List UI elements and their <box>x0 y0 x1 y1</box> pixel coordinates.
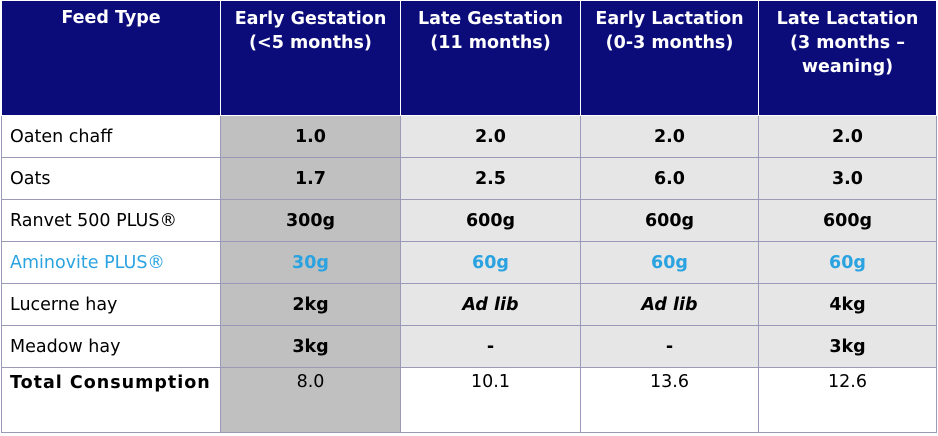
header-cell: Feed Type <box>1 0 221 116</box>
table-row: Lucerne hay 2kg Ad lib Ad lib 4kg <box>1 283 937 326</box>
row-label: Ranvet 500 PLUS® <box>1 199 221 242</box>
table-row: Oaten chaff 1.0 2.0 2.0 2.0 <box>1 115 937 158</box>
table-cell: 6.0 <box>580 157 759 200</box>
table-cell: 60g <box>400 241 581 284</box>
row-label: Aminovite PLUS® <box>1 241 221 284</box>
table-cell: Ad lib <box>580 283 759 326</box>
row-label: Total Consumption <box>1 367 221 433</box>
table-cell: 4kg <box>758 283 937 326</box>
table-cell: - <box>400 325 581 368</box>
table-cell: 1.0 <box>220 115 401 158</box>
table-row: Ranvet 500 PLUS® 300g 600g 600g 600g <box>1 199 937 242</box>
table-cell: 12.6 <box>758 367 937 433</box>
table-cell: 600g <box>758 199 937 242</box>
table-cell: 2.5 <box>400 157 581 200</box>
table-cell: 1.7 <box>220 157 401 200</box>
table-cell: 2.0 <box>758 115 937 158</box>
table-cell: 3.0 <box>758 157 937 200</box>
header-row: Feed Type Early Gestation (<5 months) Late… <box>1 0 937 116</box>
table-cell: 2kg <box>220 283 401 326</box>
table-cell: 2.0 <box>580 115 759 158</box>
header-cell: Late Gestation (11 months) <box>400 0 581 116</box>
table-cell: 60g <box>580 241 759 284</box>
row-label: Lucerne hay <box>1 283 221 326</box>
header-cell: Early Gestation (<5 months) <box>220 0 401 116</box>
table-cell: 30g <box>220 241 401 284</box>
table-cell: 600g <box>400 199 581 242</box>
row-label: Oats <box>1 157 221 200</box>
table-cell: 3kg <box>220 325 401 368</box>
row-label: Meadow hay <box>1 325 221 368</box>
table-cell: 2.0 <box>400 115 581 158</box>
table-cell: 10.1 <box>400 367 581 433</box>
header-cell: Early Lactation (0-3 months) <box>580 0 759 116</box>
table-cell: 300g <box>220 199 401 242</box>
table-row: Total Consumption 8.0 10.1 13.6 12.6 <box>1 367 937 433</box>
table-row: Meadow hay 3kg - -3kg <box>1 325 937 368</box>
table-cell: 60g <box>758 241 937 284</box>
row-label: Oaten chaff <box>1 115 221 158</box>
table-cell: 13.6 <box>580 367 759 433</box>
table-cell: 8.0 <box>220 367 401 433</box>
table-row: Aminovite PLUS® 30g 60g 60g 60g <box>1 241 937 284</box>
header-cell: Late Lactation (3 months – weaning) <box>758 0 937 116</box>
table-row: Oats 1.7 2.5 6.0 3.0 <box>1 157 937 200</box>
table-cell: Ad lib <box>400 283 581 326</box>
table-cell: 3kg <box>758 325 937 368</box>
table-cell: 600g <box>580 199 759 242</box>
table-cell: - <box>580 325 759 368</box>
